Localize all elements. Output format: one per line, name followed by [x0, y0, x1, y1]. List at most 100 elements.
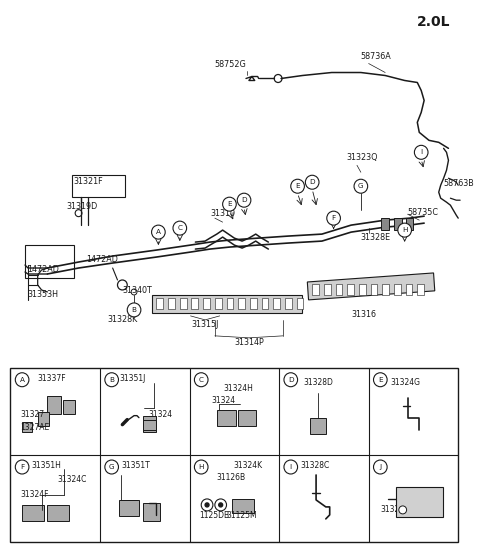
Bar: [336, 284, 342, 295]
Text: I: I: [290, 464, 292, 470]
Text: 31324: 31324: [149, 410, 173, 419]
Text: H: H: [198, 464, 204, 470]
Bar: [143, 420, 156, 430]
Text: 31328K: 31328K: [108, 315, 138, 324]
Text: 31328D: 31328D: [303, 378, 333, 387]
Circle shape: [291, 179, 304, 193]
Bar: [406, 218, 413, 230]
Bar: [238, 410, 256, 426]
Bar: [48, 395, 61, 414]
Bar: [324, 284, 331, 295]
Text: 31324F: 31324F: [20, 490, 48, 499]
Bar: [48, 505, 69, 521]
Text: J: J: [379, 464, 382, 470]
Bar: [63, 400, 75, 414]
Bar: [285, 298, 292, 309]
Circle shape: [127, 303, 141, 317]
Circle shape: [237, 193, 251, 207]
Text: 31316: 31316: [351, 310, 376, 319]
Circle shape: [105, 460, 119, 474]
Bar: [371, 284, 377, 295]
Text: 31340T: 31340T: [122, 286, 152, 295]
Circle shape: [219, 503, 223, 507]
Bar: [359, 284, 366, 295]
Bar: [347, 284, 354, 295]
Text: E: E: [295, 183, 300, 189]
Text: 31328C: 31328C: [300, 461, 330, 470]
Text: D: D: [241, 197, 247, 203]
Bar: [406, 284, 412, 295]
Circle shape: [152, 225, 165, 239]
Bar: [38, 411, 49, 426]
Bar: [307, 273, 435, 300]
Text: 58735C: 58735C: [408, 208, 439, 217]
Text: 58763B: 58763B: [444, 179, 474, 188]
Bar: [394, 218, 402, 230]
Bar: [310, 417, 326, 433]
Text: F: F: [332, 215, 336, 221]
Text: I: I: [420, 149, 422, 155]
Text: 31125M: 31125M: [227, 511, 257, 520]
Bar: [143, 416, 156, 432]
Circle shape: [194, 460, 208, 474]
Text: D: D: [288, 377, 294, 383]
Bar: [273, 298, 280, 309]
Text: 31323Q: 31323Q: [346, 153, 378, 162]
Bar: [120, 500, 139, 516]
Text: 31310: 31310: [210, 209, 235, 218]
Bar: [72, 175, 125, 197]
Text: A: A: [156, 229, 161, 235]
Bar: [312, 284, 319, 295]
Text: 31351H: 31351H: [32, 461, 62, 470]
Text: 31324: 31324: [211, 395, 235, 405]
Text: B: B: [132, 307, 136, 313]
Bar: [192, 298, 198, 309]
Bar: [381, 218, 389, 230]
Bar: [22, 422, 32, 432]
Text: 1327AE: 1327AE: [20, 422, 49, 432]
Text: 31328E: 31328E: [361, 233, 391, 242]
Circle shape: [398, 223, 411, 237]
Circle shape: [194, 373, 208, 387]
Bar: [143, 503, 160, 521]
Text: 31324K: 31324K: [233, 461, 263, 470]
Text: 31319D: 31319D: [67, 202, 98, 211]
Bar: [250, 298, 257, 309]
Circle shape: [327, 211, 340, 225]
Text: G: G: [109, 464, 114, 470]
Bar: [22, 505, 44, 521]
Circle shape: [105, 373, 119, 387]
Text: 31327: 31327: [20, 410, 44, 419]
Circle shape: [354, 179, 368, 193]
Circle shape: [399, 506, 407, 514]
Circle shape: [305, 175, 319, 189]
Text: A: A: [20, 377, 24, 383]
Bar: [11, 368, 458, 542]
Circle shape: [15, 460, 29, 474]
Bar: [156, 298, 163, 309]
Circle shape: [414, 145, 428, 160]
Circle shape: [173, 221, 187, 235]
Text: 31324C: 31324C: [57, 475, 86, 484]
Text: 31328: 31328: [380, 505, 404, 514]
Text: 31351T: 31351T: [121, 461, 150, 470]
Text: 58752G: 58752G: [215, 59, 247, 69]
Bar: [227, 298, 233, 309]
Circle shape: [373, 373, 387, 387]
Text: E: E: [378, 377, 383, 383]
Text: 31315J: 31315J: [192, 320, 219, 329]
Text: 1472AD: 1472AD: [27, 265, 59, 274]
Text: 31324H: 31324H: [224, 384, 253, 393]
Bar: [168, 298, 175, 309]
Text: 31337F: 31337F: [38, 374, 66, 383]
Bar: [238, 298, 245, 309]
Circle shape: [223, 197, 236, 211]
Bar: [262, 298, 268, 309]
Circle shape: [15, 373, 29, 387]
Text: 31351J: 31351J: [120, 374, 146, 383]
Text: H: H: [402, 227, 408, 233]
Bar: [203, 298, 210, 309]
Text: 31324G: 31324G: [390, 378, 420, 387]
Text: E: E: [227, 201, 232, 207]
Text: C: C: [199, 377, 204, 383]
